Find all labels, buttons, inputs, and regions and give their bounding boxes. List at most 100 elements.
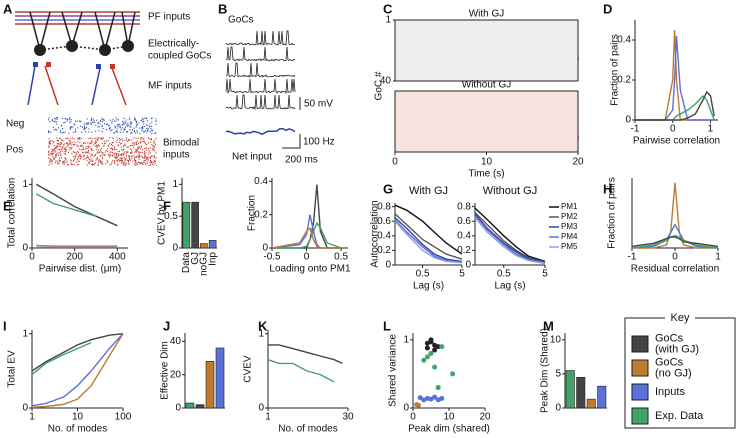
spike: [149, 152, 151, 154]
x-tick-label: 1: [715, 252, 721, 263]
series-line: [394, 220, 463, 264]
spike: [90, 122, 92, 124]
spike: [129, 125, 131, 127]
x-tick-label: -1: [631, 124, 640, 135]
spike: [48, 164, 50, 166]
spike: [125, 158, 127, 160]
spike: [77, 138, 79, 140]
y-axis-label: Total EV: [7, 350, 18, 388]
spike: [121, 154, 123, 157]
y-axis-label: Peak Dim (Shared): [540, 328, 551, 413]
spike: [85, 151, 87, 153]
spike: [153, 156, 155, 159]
axes: [267, 330, 348, 409]
y-tick-label: 0.2: [617, 75, 631, 86]
spike: [106, 150, 108, 153]
spike: [139, 163, 141, 165]
spike: [136, 149, 138, 151]
spike: [66, 120, 68, 122]
spike: [133, 156, 135, 159]
spike: [86, 159, 88, 161]
spike: [133, 144, 135, 146]
key-label: GoCs: [655, 332, 684, 344]
spike: [91, 160, 93, 162]
spike: [120, 157, 122, 159]
spike: [48, 153, 50, 156]
spike: [147, 148, 149, 150]
spike: [82, 151, 84, 153]
spike: [94, 121, 96, 123]
spike: [99, 155, 101, 157]
y-tick-label: 0.4: [617, 35, 631, 46]
spike: [101, 120, 103, 123]
spike: [116, 137, 118, 139]
spike: [142, 149, 144, 151]
y-tick-label: 0: [403, 403, 409, 414]
spike: [155, 132, 157, 134]
spike: [141, 151, 143, 154]
spike: [68, 149, 70, 151]
panel-letter: D: [603, 1, 612, 16]
spike: [152, 149, 154, 151]
spike: [83, 141, 85, 144]
spike: [73, 143, 75, 146]
spike: [51, 150, 53, 153]
spike: [84, 127, 86, 130]
spike: [144, 117, 146, 119]
spike: [123, 161, 125, 163]
series-line: [267, 359, 335, 383]
spike: [93, 144, 95, 146]
spike: [105, 162, 107, 165]
spike: [79, 158, 81, 160]
key-label: (no GJ): [655, 367, 692, 379]
spike: [143, 159, 145, 162]
spike: [141, 162, 143, 165]
spike: [86, 164, 88, 166]
spike: [111, 137, 113, 139]
spike: [151, 117, 153, 120]
point: [428, 350, 434, 356]
panel-a-label: Neg: [6, 119, 24, 130]
raster-bg: [394, 19, 579, 82]
spike: [114, 163, 116, 165]
spike: [74, 124, 76, 126]
spike: [60, 124, 62, 127]
spike: [101, 125, 103, 128]
spike: [57, 145, 59, 147]
spike: [136, 130, 138, 132]
spike: [93, 120, 95, 122]
key-label: Inputs: [655, 386, 685, 398]
spike: [87, 157, 89, 159]
spike: [129, 122, 131, 124]
spike: [106, 140, 108, 142]
spike: [111, 162, 113, 164]
panel-letter: A: [3, 1, 13, 16]
spike: [52, 120, 54, 122]
spike: [66, 142, 68, 145]
spike: [87, 142, 89, 144]
spike: [111, 151, 113, 154]
axes: [412, 333, 485, 409]
y-axis-label: Fraction: [247, 195, 258, 231]
spike: [105, 142, 107, 144]
spike: [95, 130, 97, 132]
spike: [142, 121, 144, 123]
key-swatch: [631, 383, 649, 401]
spike: [96, 157, 98, 159]
spike: [114, 127, 116, 129]
spike: [50, 131, 52, 133]
spike: [101, 118, 103, 121]
y-tick-label: 0.5: [164, 211, 178, 222]
spike: [74, 128, 76, 130]
spike: [54, 121, 56, 123]
spike: [68, 132, 70, 134]
point: [432, 394, 438, 400]
series-line: [31, 333, 124, 372]
point: [428, 339, 434, 345]
spike: [107, 145, 109, 147]
spike: [70, 147, 72, 149]
spike: [113, 148, 115, 150]
spike: [96, 145, 98, 148]
spike: [115, 130, 117, 132]
spike: [103, 144, 105, 146]
